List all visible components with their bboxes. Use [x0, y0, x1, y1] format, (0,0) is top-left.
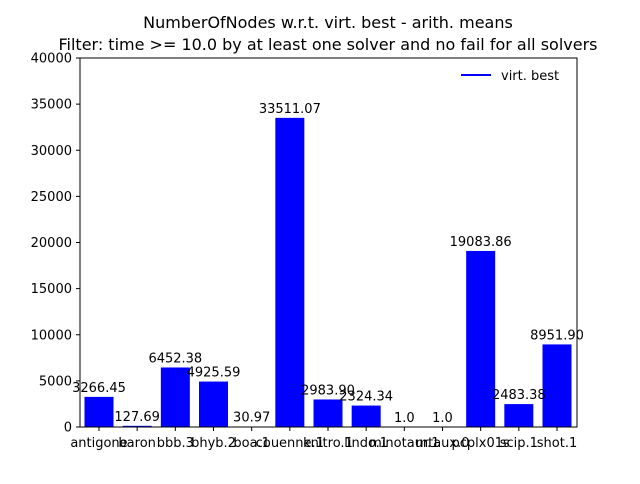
- value-label-scip.1: 2483.38: [492, 388, 546, 403]
- chart-subtitle: Filter: time >= 10.0 by at least one sol…: [58, 35, 597, 54]
- value-label-baron: 127.69: [114, 410, 160, 425]
- x-tick-label-bbb.3: bbb.3: [157, 436, 194, 451]
- value-label-minotaur.1: 1.0: [394, 411, 415, 426]
- bar-couenne.1: [275, 118, 304, 427]
- y-tick-label-30000: 30000: [31, 144, 72, 159]
- bar-knitro.1: [314, 399, 343, 427]
- y-tick-label-20000: 20000: [31, 236, 72, 251]
- legend-label-virt-best: virt. best: [501, 69, 559, 84]
- value-label-lindo.1: 2324.34: [339, 390, 393, 405]
- y-tick-label-0: 0: [64, 421, 72, 436]
- legend: virt. best: [461, 69, 559, 84]
- value-label-bhyb.2: 4925.59: [187, 366, 241, 381]
- y-tick-label-10000: 10000: [31, 328, 72, 343]
- y-tick-label-40000: 40000: [31, 52, 72, 67]
- x-tick-label-bhyb.2: bhyb.2: [191, 436, 236, 451]
- bar-bhyb.2: [199, 382, 228, 427]
- value-label-boa.1: 30.97: [233, 411, 270, 426]
- chart-title: NumberOfNodes w.r.t. virt. best - arith.…: [143, 13, 513, 32]
- value-label-bbb.3: 6452.38: [148, 351, 202, 366]
- bar-shot.1: [543, 344, 572, 427]
- value-label-mtaux.0: 1.0: [432, 411, 453, 426]
- bar-bbb.3: [161, 367, 190, 427]
- bar-scip.1: [504, 404, 533, 427]
- bars-layer: [85, 118, 572, 427]
- x-tick-label-baron: baron: [118, 436, 155, 451]
- bar-antigone: [85, 397, 114, 427]
- x-tick-label-scip.1: scip.1: [500, 436, 538, 451]
- value-label-couenne.1: 33511.07: [259, 102, 321, 117]
- y-tick-label-35000: 35000: [31, 98, 72, 113]
- bar-pcplx01s: [466, 251, 495, 427]
- value-labels-layer: 3266.45127.696452.384925.5930.9733511.07…: [72, 102, 584, 426]
- y-tick-label-25000: 25000: [31, 190, 72, 205]
- y-tick-label-15000: 15000: [31, 282, 72, 297]
- value-label-pcplx01s: 19083.86: [450, 235, 512, 250]
- bar-lindo.1: [352, 406, 381, 427]
- x-tick-label-shot.1: shot.1: [537, 436, 577, 451]
- value-label-shot.1: 8951.90: [530, 328, 584, 343]
- y-tick-label-5000: 5000: [39, 374, 72, 389]
- y-axis: 0 5000 10000 15000 20000 25000 30000 35000 40000: [31, 52, 80, 436]
